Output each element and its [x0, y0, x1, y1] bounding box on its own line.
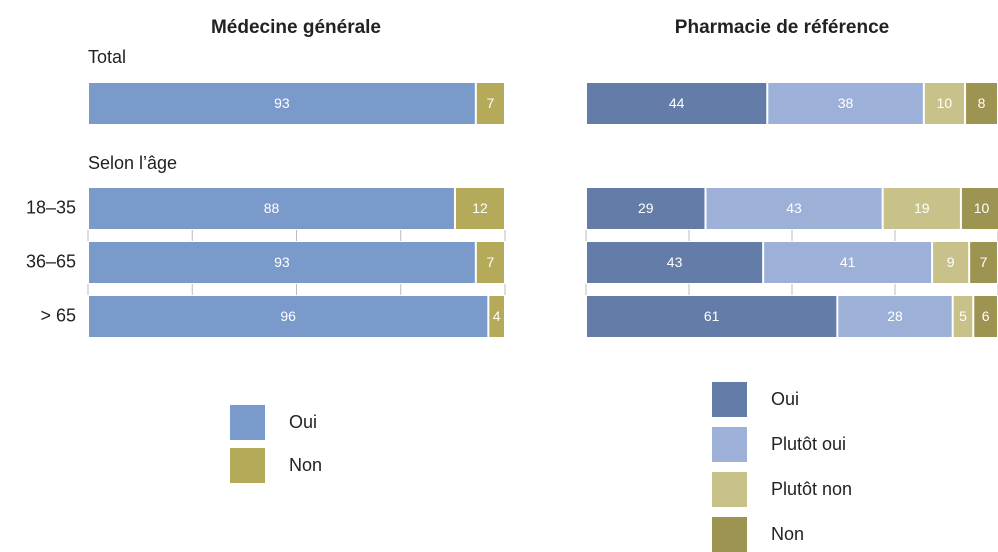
- bar-segment: [489, 296, 504, 337]
- bar-segment: [953, 296, 973, 337]
- data-label: 41: [840, 254, 856, 270]
- data-label: 7: [980, 254, 988, 270]
- bar-segment: [764, 242, 932, 283]
- data-label: 9: [947, 254, 955, 270]
- bar-segment: [768, 83, 923, 124]
- legend-label: Plutôt oui: [771, 434, 846, 454]
- data-label: 4: [493, 308, 501, 324]
- bar-segment: [89, 242, 475, 283]
- data-label: 12: [472, 200, 488, 216]
- bar-segment: [455, 188, 504, 229]
- bar-segment: [970, 242, 997, 283]
- data-label: 29: [638, 200, 654, 216]
- bar-segment: [476, 242, 504, 283]
- bar-segment: [587, 83, 767, 124]
- legend-swatch: [712, 472, 747, 507]
- data-label: 38: [838, 95, 854, 111]
- data-label: 10: [937, 95, 953, 111]
- category-label: 18–35: [26, 197, 76, 217]
- category-label: 36–65: [26, 251, 76, 271]
- legend-label: Non: [771, 524, 804, 544]
- legend-swatch: [230, 405, 265, 440]
- bar-segment: [966, 83, 997, 124]
- legend-label: Plutôt non: [771, 479, 852, 499]
- data-label: 7: [487, 95, 495, 111]
- bar-segment: [961, 188, 998, 229]
- bar-segment: [933, 242, 969, 283]
- data-label: 88: [264, 200, 280, 216]
- legend-label: Oui: [289, 412, 317, 432]
- data-label: 6: [982, 308, 990, 324]
- legend-swatch: [712, 382, 747, 417]
- bar-segment: [89, 188, 454, 229]
- bar-segment: [587, 296, 837, 337]
- data-label: 5: [959, 308, 967, 324]
- annotation: Selon l’âge: [88, 153, 177, 173]
- bar-segment: [924, 83, 965, 124]
- data-label: 10: [974, 200, 990, 216]
- chart-title: Médecine générale: [211, 17, 381, 38]
- category-label: > 65: [40, 305, 76, 325]
- bar-segment: [89, 83, 475, 124]
- bar-segment: [89, 296, 488, 337]
- chart-title: Pharmacie de référence: [675, 17, 889, 38]
- legend-swatch: [712, 517, 747, 552]
- data-label: 96: [280, 308, 296, 324]
- bar-segment: [706, 188, 882, 229]
- bar-segment: [476, 83, 504, 124]
- category-label: Total: [88, 47, 126, 67]
- data-label: 93: [274, 254, 290, 270]
- bar-segment: [587, 242, 763, 283]
- data-label: 44: [669, 95, 685, 111]
- data-label: 43: [786, 200, 802, 216]
- bar-segment: [587, 188, 705, 229]
- data-label: 43: [667, 254, 683, 270]
- legend-swatch: [712, 427, 747, 462]
- bar-segment: [974, 296, 997, 337]
- bar-segment: [883, 188, 960, 229]
- data-label: 28: [887, 308, 903, 324]
- data-label: 7: [487, 254, 495, 270]
- data-label: 19: [914, 200, 930, 216]
- data-label: 8: [978, 95, 986, 111]
- legend-label: Non: [289, 455, 322, 475]
- legend-label: Oui: [771, 389, 799, 409]
- data-label: 93: [274, 95, 290, 111]
- legend-swatch: [230, 448, 265, 483]
- bar-segment: [838, 296, 952, 337]
- data-label: 61: [704, 308, 720, 324]
